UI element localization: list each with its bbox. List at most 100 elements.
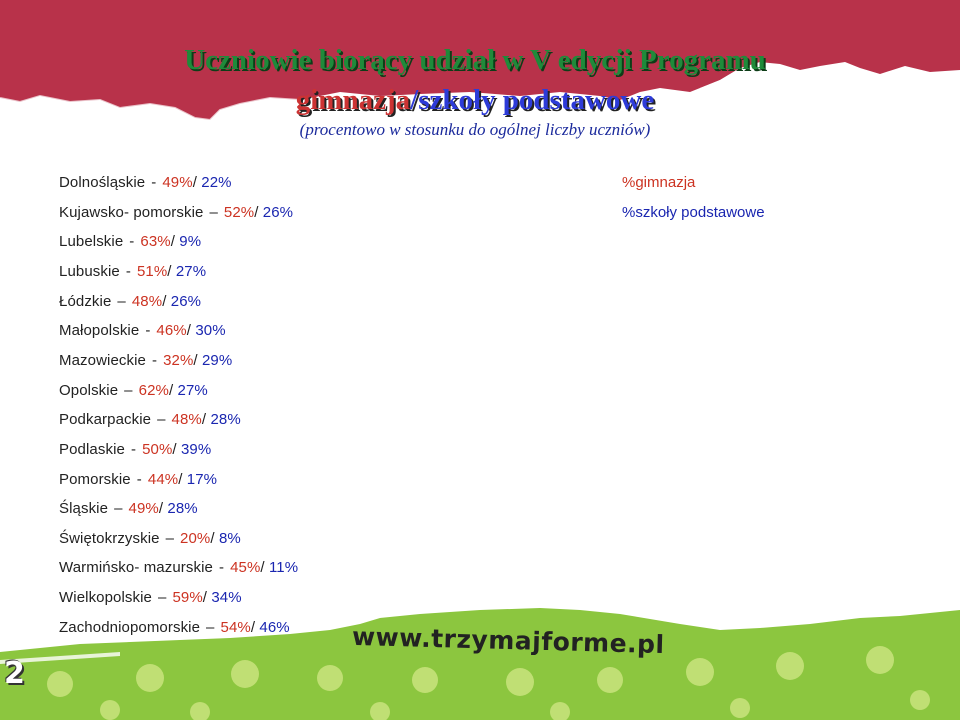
region-szkoly-value: 11% (268, 559, 299, 577)
region-separator: – (209, 203, 218, 221)
region-slash: / (167, 262, 172, 280)
region-slash: / (170, 233, 175, 251)
region-name: Lubelskie (59, 233, 124, 251)
region-row: Łódzkie –48%/ 26% (59, 293, 201, 310)
region-separator: - (218, 559, 225, 577)
region-separator: – (157, 411, 166, 429)
region-row: Świętokrzyskie –20%/ 8% (59, 530, 241, 547)
region-name: Świętokrzyskie (59, 529, 160, 547)
region-separator: - (145, 322, 151, 340)
region-gimnazja-value: 20% (180, 529, 211, 547)
region-szkoly-value: 29% (201, 351, 233, 369)
title-line1: Uczniowie biorący udział w V edycji Prog… (184, 44, 766, 76)
region-separator: - (136, 470, 142, 488)
region-szkoly-value: 8% (218, 529, 241, 547)
legend-gimnazja: %gimnazja (622, 174, 696, 191)
region-gimnazja-value: 32% (163, 351, 194, 369)
region-slash: / (260, 559, 265, 577)
region-slash: / (168, 381, 174, 399)
region-separator: – (165, 529, 175, 547)
region-gimnazja-value: 48% (131, 292, 163, 310)
page-number: 2 (4, 656, 25, 691)
region-separator: - (130, 440, 137, 458)
region-gimnazja-value: 49% (128, 500, 159, 518)
region-gimnazja-value: 49% (162, 174, 193, 191)
region-name: Opolskie (59, 381, 119, 399)
region-szkoly-value: 27% (175, 262, 207, 280)
banner-tear-right (700, 68, 740, 92)
region-separator: – (158, 589, 167, 607)
region-name: Zachodniopomorskie (59, 618, 201, 636)
region-slash: / (210, 529, 215, 547)
region-separator: – (114, 500, 123, 518)
region-name: Śląskie (59, 500, 109, 518)
region-name: Pomorskie (59, 470, 131, 488)
region-slash: / (201, 411, 207, 429)
region-gimnazja-value: 63% (140, 233, 171, 251)
region-name: Łódzkie (59, 292, 112, 310)
region-separator: - (151, 351, 158, 369)
banner-shape (0, 0, 960, 120)
bottom-band-dots (47, 646, 930, 720)
region-name: Warmińsko- mazurskie (59, 559, 213, 577)
region-separator: - (125, 262, 131, 280)
region-name: Wielkopolskie (59, 589, 152, 607)
bottom-band-stripe (0, 652, 120, 664)
region-slash: / (162, 292, 167, 310)
region-gimnazja-value: 59% (172, 589, 203, 607)
region-szkoly-value: 46% (259, 618, 290, 636)
region-name: Podlaskie (59, 440, 125, 458)
title-line2: gimnazja/szkoły podstawowe (0, 84, 950, 117)
bottom-band-shape (0, 608, 960, 720)
region-slash: / (250, 618, 256, 636)
region-slash: / (192, 174, 197, 191)
region-separator: – (117, 292, 126, 310)
region-slash: / (254, 203, 259, 221)
region-szkoly-value: 22% (201, 174, 232, 191)
region-slash: / (178, 470, 183, 488)
region-row: Śląskie –49%/ 28% (59, 500, 198, 517)
region-gimnazja-value: 45% (230, 559, 261, 577)
region-gimnazja-value: 50% (142, 440, 173, 458)
region-row: Pomorskie -44%/ 17% (59, 471, 217, 488)
region-slash: / (186, 322, 192, 340)
region-separator: - (151, 174, 157, 191)
region-row: Lubuskie -51%/ 27% (59, 263, 206, 280)
region-row: Podkarpackie –48%/ 28% (59, 411, 241, 428)
title-gimnazja: gimnazja (295, 84, 411, 116)
region-szkoly-value: 17% (186, 470, 218, 488)
region-szkoly-value: 28% (167, 500, 198, 518)
bottom-band (0, 608, 960, 720)
region-gimnazja-value: 44% (147, 470, 179, 488)
region-slash: / (158, 500, 164, 518)
region-gimnazja-value: 51% (136, 262, 168, 280)
region-row: Zachodniopomorskie –54%/ 46% (59, 619, 290, 636)
region-slash: / (193, 351, 198, 369)
region-szkoly-value: 28% (210, 411, 241, 429)
region-separator: - (129, 233, 135, 251)
region-name: Mazowieckie (59, 351, 146, 369)
region-row: Opolskie –62%/ 27% (59, 382, 208, 399)
region-szkoly-value: 26% (170, 292, 202, 310)
title-slash: / (410, 84, 419, 116)
region-row: Podlaskie -50%/ 39% (59, 441, 211, 458)
region-name: Kujawsko- pomorskie (59, 203, 204, 221)
region-szkoly-value: 34% (211, 589, 242, 607)
region-row: Kujawsko- pomorskie –52%/ 26% (59, 204, 293, 221)
region-gimnazja-value: 48% (171, 411, 202, 429)
region-name: Lubuskie (59, 262, 120, 280)
region-name: Małopolskie (59, 322, 140, 340)
region-szkoly-value: 30% (195, 322, 226, 340)
region-gimnazja-value: 46% (156, 322, 187, 340)
region-row: Lubelskie -63%/ 9% (59, 233, 201, 250)
region-name: Podkarpackie (59, 411, 152, 429)
banner-edge-shadow (0, 94, 301, 122)
region-row: Wielkopolskie –59%/ 34% (59, 589, 242, 606)
legend-szkoly: %szkoły podstawowe (622, 204, 765, 221)
region-szkoly-value: 27% (177, 381, 208, 399)
region-row: Warmińsko- mazurskie -45%/ 11% (59, 559, 298, 576)
region-separator: – (206, 618, 215, 636)
region-gimnazja-value: 62% (138, 381, 169, 399)
region-gimnazja-value: 54% (220, 618, 251, 636)
region-name: Dolnośląskie (59, 174, 146, 191)
